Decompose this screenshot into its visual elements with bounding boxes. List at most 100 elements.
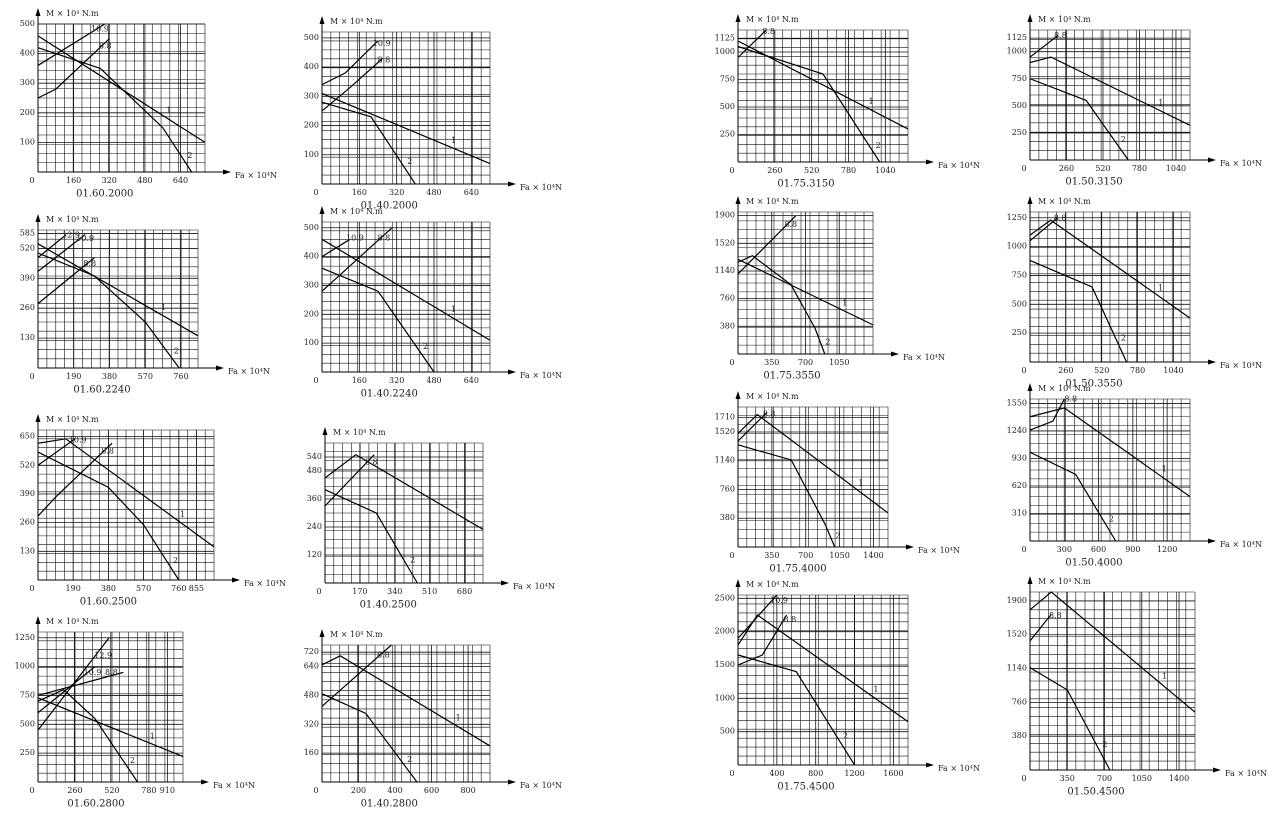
load-curve [37, 671, 124, 697]
curve-label: 2 [876, 141, 881, 150]
x-axis-label: Fa × 10⁴N [1220, 361, 1262, 370]
load-curve [1029, 217, 1058, 242]
chart-panel: 250 500 750 1000 1250 0 260 520 780 1040 M × 10⁴ N… [1007, 196, 1262, 390]
x-tick-label: 600 [1091, 545, 1106, 554]
chart-title: 01.50.4000 [1065, 558, 1122, 569]
x-tick-label: 190 [66, 372, 81, 381]
x-arrow [891, 351, 899, 357]
curve-label: 2 [1102, 740, 1107, 749]
x-axis-label: Fa × 10⁴N [235, 171, 277, 180]
chart-title: 01.60.2500 [80, 597, 137, 608]
x-tick-label: 480 [137, 176, 152, 185]
y-tick-label: 400 [304, 62, 319, 71]
y-axis-label: M × 10⁴ N.m [746, 392, 799, 401]
y-tick-label: 1250 [1007, 213, 1027, 222]
y-tick-label: 260 [20, 518, 35, 527]
x-arrow [1213, 767, 1221, 773]
x-tick-label: 700 [798, 358, 813, 367]
y-tick-label: 100 [20, 137, 35, 146]
load-curve [321, 92, 491, 165]
x-tick-label: 1050 [829, 358, 849, 367]
y-tick-label: 250 [20, 748, 35, 757]
x-tick-label: 0 [1021, 774, 1026, 783]
load-curve [37, 252, 180, 369]
y-axis-label: M × 10⁴ N.m [1038, 197, 1091, 206]
x-tick-label: 520 [1095, 164, 1110, 173]
chart-panel: 130 260 390 520 650 0 190 380 570 760 855 M × 10⁴ N… [20, 414, 286, 608]
x-axis-label: Fa × 10⁴N [1220, 159, 1262, 168]
curve-label: 1 [1158, 98, 1163, 107]
curve-label: 8.8 [762, 27, 775, 36]
y-axis-label: M × 10⁴ N.m [330, 17, 383, 26]
x-tick-label: 350 [764, 358, 779, 367]
x-tick-label: 0 [29, 584, 34, 593]
x-axis-label: Fa × 10⁴N [903, 353, 945, 362]
load-curve [321, 267, 435, 373]
load-curve [37, 442, 113, 517]
y-tick-label: 750 [1012, 270, 1027, 279]
y-tick-label: 2000 [715, 627, 735, 636]
load-curve [737, 594, 778, 639]
x-tick-label: 520 [104, 786, 119, 795]
x-tick-label: 160 [352, 376, 367, 385]
curve-label: 10.9 [91, 24, 109, 33]
y-tick-label: 300 [304, 280, 319, 289]
x-tick-label: 260 [767, 166, 782, 175]
x-tick-label: 570 [136, 584, 151, 593]
curve-label: 2 [407, 755, 412, 764]
x-arrow [926, 762, 934, 768]
x-axis-label: Fa × 10⁴N [244, 579, 286, 588]
x-arrow [216, 365, 224, 371]
curve-label: 1 [166, 106, 171, 115]
x-tick-label: 700 [1097, 774, 1112, 783]
x-tick-label: 760 [171, 584, 186, 593]
curve-label: 2 [423, 342, 428, 351]
x-tick-label: 0 [1021, 164, 1026, 173]
x-tick-label: 190 [66, 584, 81, 593]
load-curve [37, 23, 106, 66]
curve-label: 1 [451, 136, 456, 145]
y-tick-label: 100 [304, 338, 319, 347]
chart-title: 01.75.3550 [763, 371, 820, 382]
x-tick-label: 260 [67, 786, 82, 795]
y-axis-label: M × 10⁴ N.m [746, 15, 799, 24]
curve-label: 1 [150, 732, 155, 741]
x-tick-label: 350 [764, 551, 779, 560]
curve-label: 10.9 [346, 234, 364, 243]
y-arrow [35, 414, 41, 422]
curve-label: 12.9 [62, 230, 80, 239]
y-tick-label: 200 [20, 108, 35, 117]
chart-panel: 250 500 750 1000 1125 0 260 520 780 1040 M × 10⁴ N… [1007, 14, 1262, 188]
x-tick-label: 0 [316, 587, 321, 596]
load-curve [37, 234, 67, 259]
x-tick-label: 260 [1058, 366, 1073, 375]
curve-label: 10.9 [84, 668, 102, 677]
chart-panel: 310 620 930 1240 1550 0 300 600 900 1200 M × 10⁴ N… [1007, 383, 1262, 569]
y-tick-label: 1500 [715, 660, 735, 669]
load-curve [37, 688, 139, 783]
x-tick-label: 800 [460, 786, 475, 795]
curve-label: 8.8 [378, 56, 391, 65]
chart-panel: 380 760 1140 1520 1900 0 350 700 1050 M × 10⁴ N.m… [715, 196, 945, 382]
x-tick-label: 380 [102, 372, 117, 381]
load-curve [321, 101, 416, 185]
x-tick-label: 1050 [829, 551, 849, 560]
x-tick-label: 1400 [863, 551, 883, 560]
load-curve [37, 438, 215, 548]
load-curve [37, 451, 180, 581]
y-arrow [322, 427, 328, 435]
y-tick-label: 100 [304, 150, 319, 159]
y-arrow [1027, 14, 1033, 22]
load-curve [737, 444, 836, 548]
x-tick-label: 0 [729, 358, 734, 367]
y-arrow [319, 16, 325, 24]
x-tick-label: 160 [66, 176, 81, 185]
curve-label: 2 [843, 732, 848, 741]
y-axis-label: M × 10⁴ N.m [746, 197, 799, 206]
x-tick-label: 480 [426, 188, 441, 197]
curve-label: 1 [1162, 672, 1167, 681]
load-curve [324, 489, 418, 584]
load-curve [37, 47, 193, 173]
x-tick-label: 170 [352, 587, 367, 596]
